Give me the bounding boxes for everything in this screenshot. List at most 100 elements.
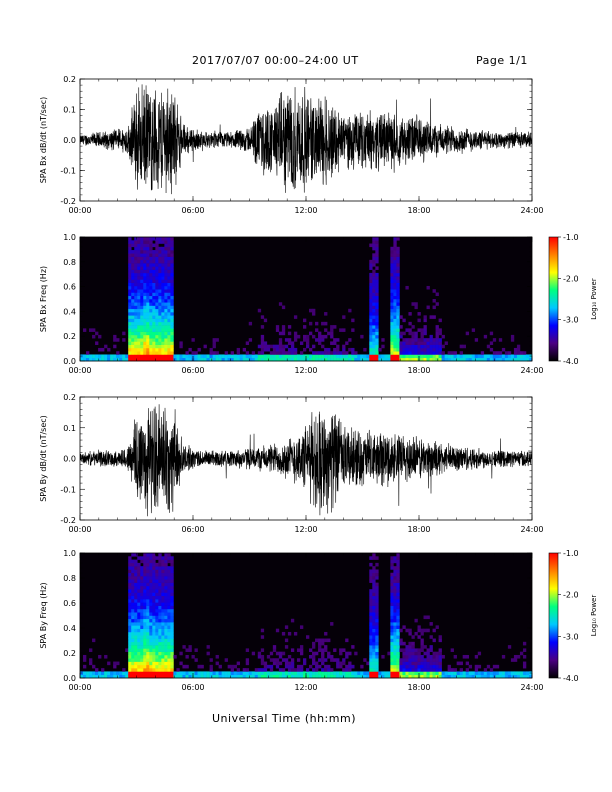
spectrogram-cell <box>170 272 174 277</box>
spectrogram-cell <box>203 354 207 359</box>
x-tick-label: 06:00 <box>181 683 204 692</box>
spectrogram-cell <box>161 631 165 636</box>
spectrogram-cell <box>408 354 412 359</box>
spectrogram-cell <box>375 308 379 313</box>
spectrogram-cell <box>146 302 150 306</box>
spectrogram-cell <box>435 334 439 339</box>
spectrogram-cell <box>375 334 379 339</box>
spectrogram-cell <box>411 344 415 349</box>
spectrogram-cell <box>134 237 138 241</box>
spectrogram-cell <box>393 308 397 313</box>
spectrogram-cell <box>435 354 439 359</box>
spectrogram-cell <box>125 674 129 679</box>
spectrogram-cell <box>417 628 421 633</box>
spectrogram-cell <box>179 661 183 666</box>
spectrogram-cell <box>206 354 210 359</box>
spectrogram-cell <box>200 674 204 679</box>
spectrogram-cell <box>375 674 379 679</box>
spectrogram-cell <box>284 638 289 643</box>
spectrogram-cell <box>230 668 234 672</box>
colorbar-label: Log₁₀ Power <box>590 595 598 637</box>
spectrogram-cell <box>152 553 156 557</box>
spectrogram-cell <box>164 628 168 633</box>
spectrogram-cell <box>426 357 430 362</box>
spectrogram-cell <box>134 266 138 270</box>
spectrogram-cell <box>251 351 256 355</box>
spectrogram-cell <box>435 671 439 676</box>
spectrogram-cell <box>131 592 135 597</box>
spectrogram-cell <box>164 635 168 639</box>
spectrogram-cell <box>203 344 207 349</box>
spectrogram-cell <box>390 612 394 616</box>
spectrogram-cell <box>146 331 150 336</box>
spectrogram-cell <box>164 351 168 355</box>
spectrogram-cell <box>417 312 421 316</box>
spectrogram-cell <box>522 354 527 359</box>
spectrogram-cell <box>372 595 376 600</box>
spectrogram-cell <box>155 256 159 261</box>
spectrogram-cell <box>131 256 135 261</box>
spectrogram-cell <box>167 592 171 597</box>
spectrogram-cell <box>351 357 355 362</box>
spectrogram-cell <box>149 299 153 303</box>
spectrogram-cell <box>155 618 159 623</box>
spectrogram-cell <box>161 334 165 339</box>
spectrogram-cell <box>414 664 418 669</box>
spectrogram-cell <box>215 338 219 342</box>
spectrogram-cell <box>522 661 527 666</box>
y-tick-label: 0.2 <box>63 393 76 402</box>
spectrogram-cell <box>312 645 316 649</box>
spectrogram-cell <box>131 569 135 574</box>
spectrogram-cell <box>399 334 403 339</box>
spectrogram-cell <box>318 638 322 643</box>
spectrogram-cell <box>275 658 280 662</box>
spectrogram-cell <box>155 347 159 352</box>
spectrogram-cell <box>390 276 394 280</box>
spectrogram-cell <box>396 354 400 359</box>
spectrogram-cell <box>167 299 171 303</box>
spectrogram-cell <box>161 582 165 587</box>
spectrogram-cell <box>137 645 141 649</box>
spectrogram-cell <box>131 625 135 629</box>
spectrogram-cell <box>312 661 316 666</box>
spectrogram-cell <box>336 357 340 362</box>
spectrogram-cell <box>146 243 150 248</box>
spectrogram-cell <box>209 354 213 359</box>
spectrogram-cell <box>167 246 171 251</box>
spectrogram-cell <box>152 576 156 580</box>
spectrogram-cell <box>107 671 111 676</box>
spectrogram-cell <box>345 674 349 679</box>
spectrogram-cell <box>95 668 99 672</box>
spectrogram-cell <box>306 354 310 359</box>
spectrogram-cell <box>393 605 397 610</box>
spectrogram-cell <box>477 674 482 679</box>
spectrogram-cell <box>200 671 204 676</box>
spectrogram-cell <box>360 334 364 339</box>
spectrogram-cell <box>143 576 147 580</box>
spectrogram-cell <box>399 661 403 666</box>
spectrogram-cell <box>167 292 171 297</box>
spectrogram-cell <box>236 671 240 676</box>
spectrogram-cell <box>318 354 322 359</box>
spectrogram-cell <box>435 654 439 659</box>
spectrogram-cell <box>137 605 141 610</box>
spectrogram-cell <box>140 585 144 590</box>
spectrogram-cell <box>167 625 171 629</box>
spectrogram-cell <box>351 351 355 355</box>
spectrogram-cell <box>318 341 322 345</box>
spectrogram-cell <box>134 351 138 355</box>
spectrogram-cell <box>372 651 376 656</box>
spectrogram-cell <box>143 351 147 355</box>
spectrogram-cell <box>137 240 141 244</box>
spectrogram-cell <box>278 674 283 679</box>
spectrogram-cell <box>137 308 141 313</box>
spectrogram-cell <box>375 318 379 323</box>
spectrogram-cell <box>140 671 144 676</box>
spectrogram-cell <box>330 674 334 679</box>
spectrogram-cell <box>137 325 141 329</box>
spectrogram-cell <box>197 347 201 352</box>
spectrogram-cell <box>402 625 406 629</box>
spectrogram-cell <box>510 338 515 342</box>
spectrogram-cell <box>140 334 144 339</box>
spectrogram-cell <box>257 344 262 349</box>
